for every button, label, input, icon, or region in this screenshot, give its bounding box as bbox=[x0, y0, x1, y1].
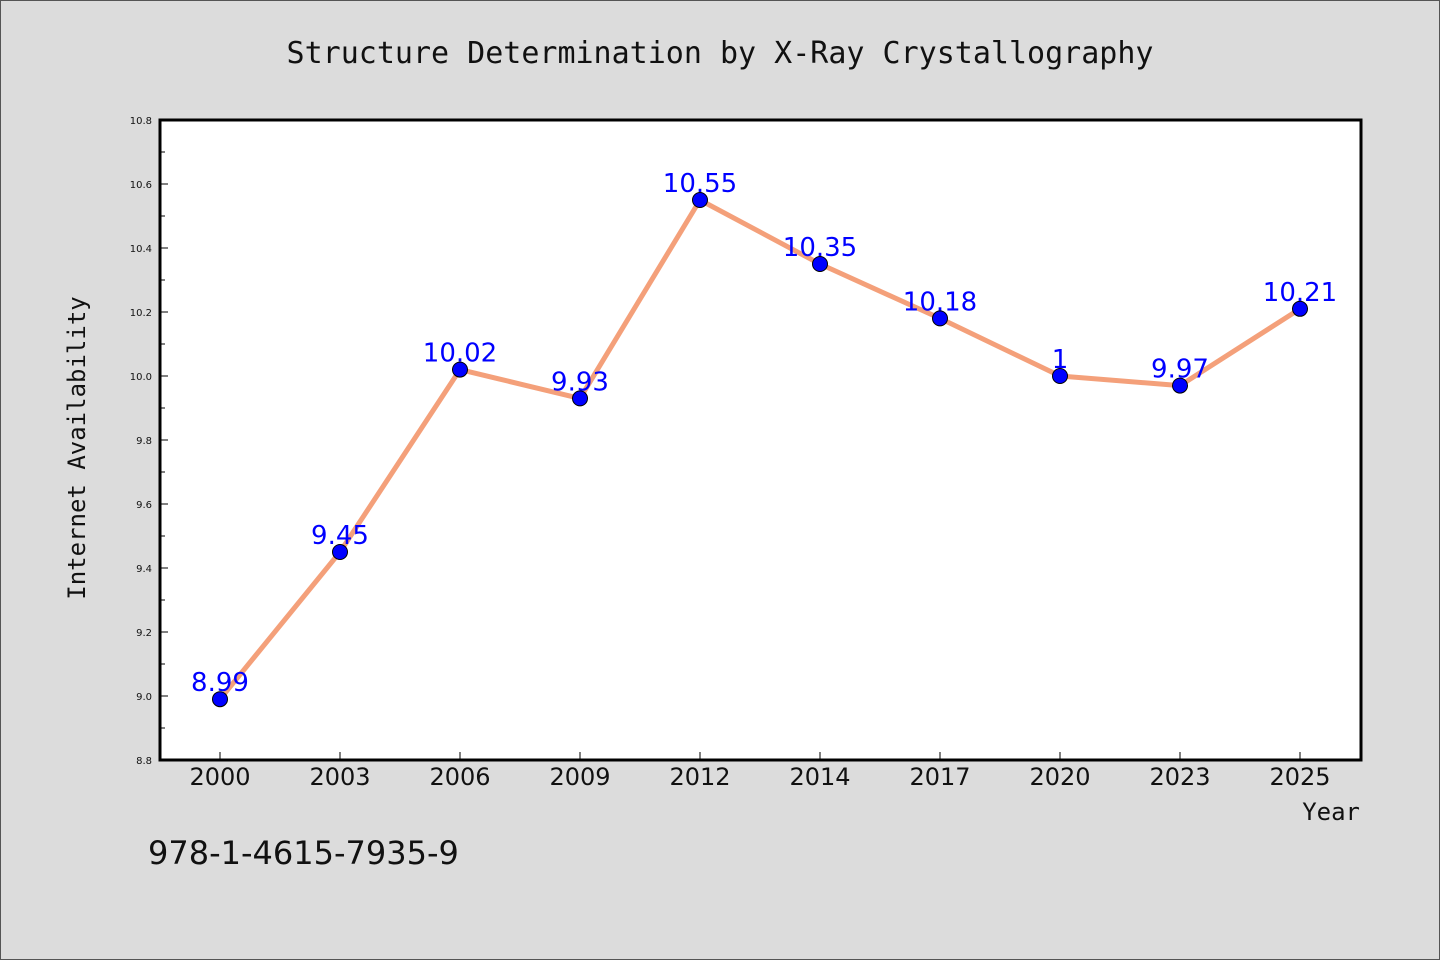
chart-title: Structure Determination by X-Ray Crystal… bbox=[287, 36, 1154, 71]
series-line bbox=[217, 197, 1303, 702]
y-tick-label: 10.4 bbox=[130, 244, 152, 255]
y-tick-label: 9.8 bbox=[136, 436, 152, 447]
data-label: 10.21 bbox=[1263, 278, 1337, 308]
data-point bbox=[1052, 368, 1068, 384]
y-axis-label: Internet Availability bbox=[63, 296, 91, 599]
data-label: 9.97 bbox=[1151, 355, 1209, 385]
data-point bbox=[1292, 300, 1308, 317]
data-point bbox=[1172, 377, 1188, 394]
x-axis: 2000 2003 2006 2009 2012 2014 2017 2020 2023 2025 bbox=[189, 752, 1331, 791]
data-label: 10.02 bbox=[423, 339, 497, 369]
data-label: 8.99 bbox=[191, 668, 249, 698]
y-tick-label: 9.2 bbox=[136, 628, 152, 639]
data-point bbox=[212, 691, 228, 708]
data-point bbox=[932, 310, 948, 327]
data-label: 10.35 bbox=[783, 233, 857, 263]
data-point bbox=[812, 256, 828, 272]
y-tick-label: 10.8 bbox=[130, 116, 152, 127]
y-tick-label: 9.0 bbox=[136, 692, 152, 703]
data-label: 10.18 bbox=[903, 287, 977, 317]
x-tick-label: 2009 bbox=[549, 763, 610, 791]
data-label: 10.55 bbox=[663, 169, 737, 199]
x-tick-label: 2003 bbox=[309, 763, 370, 791]
data-point bbox=[692, 192, 708, 208]
x-tick-label: 2000 bbox=[189, 763, 250, 791]
series-group: 8.99 9.45 10.02 9.93 10.55 10.35 10.18 1 9.97 10.… bbox=[191, 169, 1337, 708]
data-point bbox=[332, 544, 348, 560]
data-point bbox=[452, 361, 468, 378]
data-label: 9.45 bbox=[311, 521, 369, 551]
x-axis-label: Year bbox=[1302, 798, 1360, 826]
y-tick-label: 10.0 bbox=[130, 372, 152, 383]
data-label: 1 bbox=[1052, 345, 1069, 375]
x-tick-label: 2012 bbox=[669, 763, 730, 791]
x-tick-label: 2017 bbox=[909, 763, 970, 791]
y-tick-label: 10.6 bbox=[130, 180, 152, 191]
plot-area bbox=[158, 118, 1363, 762]
y-tick-label: 8.8 bbox=[136, 756, 152, 767]
y-tick-label: 9.6 bbox=[136, 500, 152, 511]
x-tick-label: 2025 bbox=[1269, 763, 1330, 791]
y-tick-label: 9.4 bbox=[136, 564, 152, 575]
x-tick-label: 2014 bbox=[789, 763, 850, 791]
x-tick-label: 2006 bbox=[429, 763, 490, 791]
x-tick-label: 2023 bbox=[1149, 763, 1210, 791]
y-tick-label: 10.2 bbox=[130, 308, 152, 319]
isbn-text: 978-1-4615-7935-9 bbox=[148, 834, 459, 872]
data-label: 9.93 bbox=[551, 367, 609, 397]
data-point bbox=[572, 390, 588, 407]
x-tick-label: 2020 bbox=[1029, 763, 1090, 791]
y-axis: 8.8 9.0 9.2 9.4 9.6 9.8 10.0 10.2 10.4 10.6 10.8 bbox=[130, 116, 168, 767]
